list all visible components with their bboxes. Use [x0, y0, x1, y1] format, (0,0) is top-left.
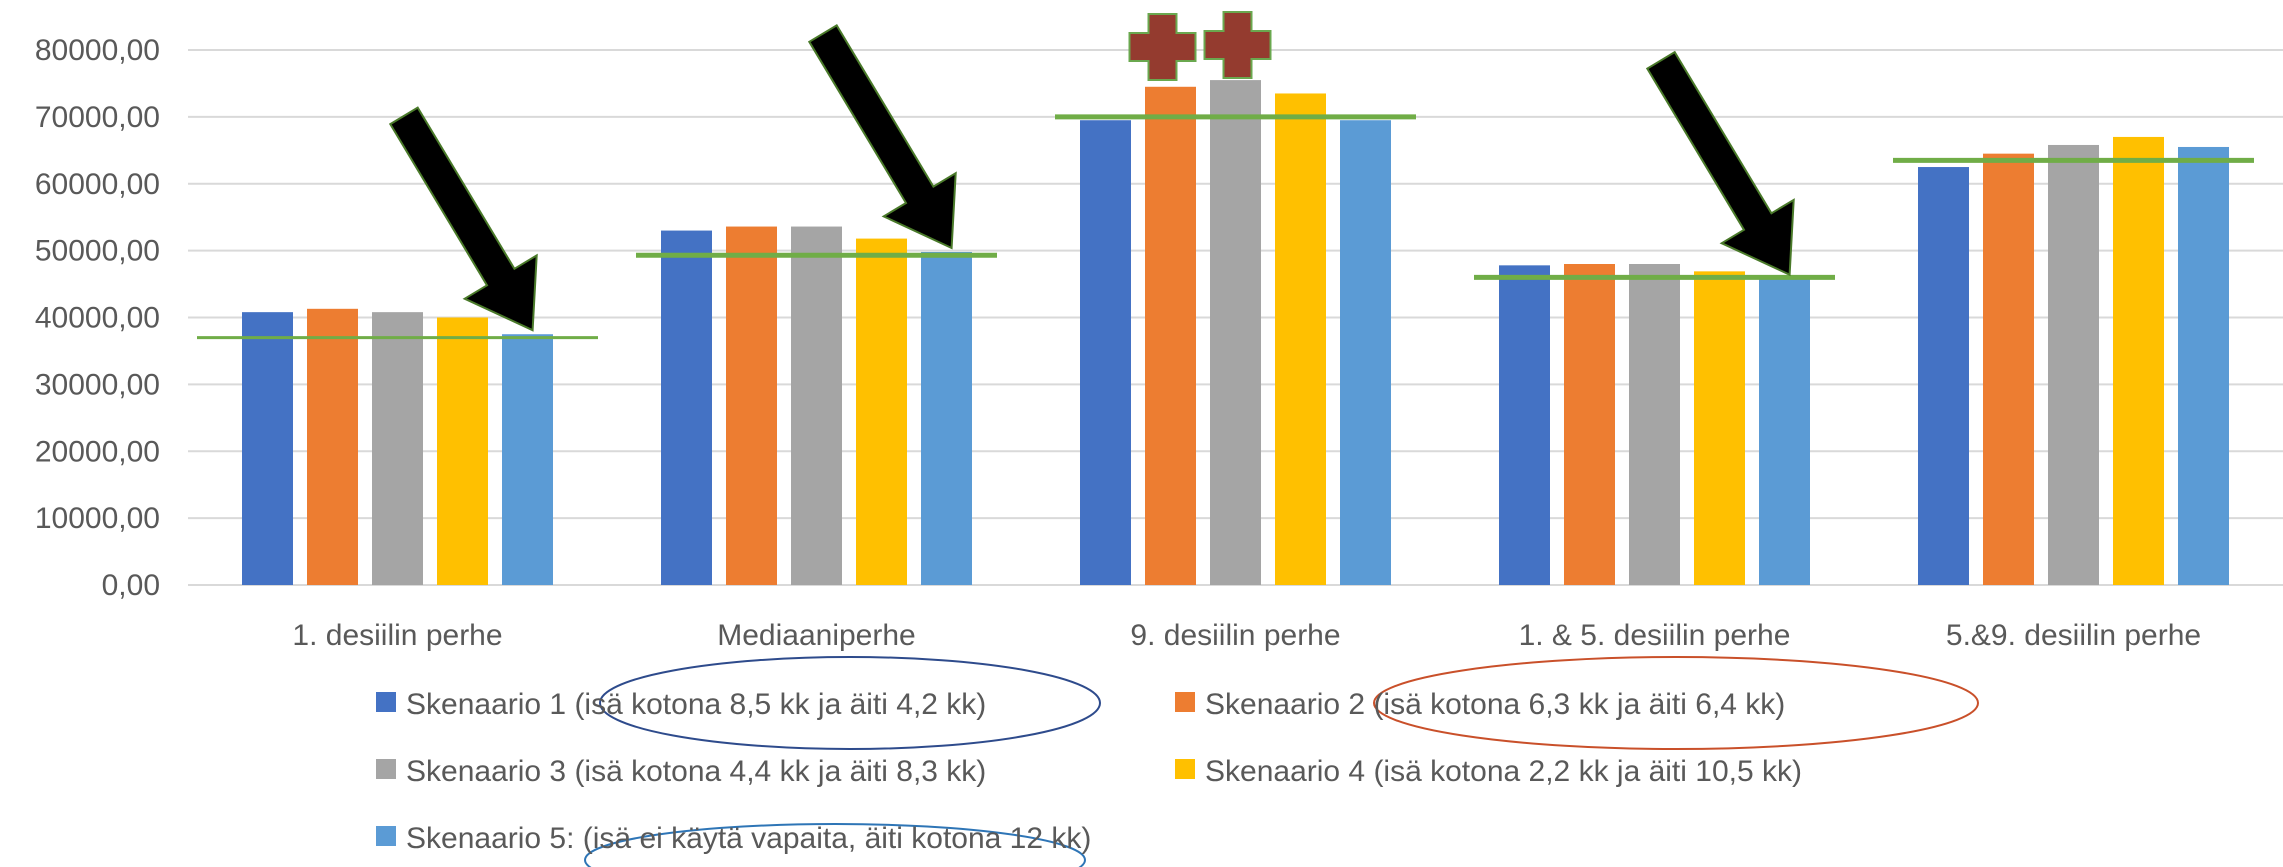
bar	[1564, 264, 1615, 585]
legend-label: Skenaario 2 (isä kotona 6,3 kk ja äiti 6…	[1205, 688, 1785, 721]
x-axis: 1. desiilin perhe Mediaaniperhe 9. desiili…	[292, 619, 2201, 652]
y-tick-label: 10000,00	[35, 502, 160, 535]
y-axis: 0,00 10000,00 20000,00 30000,00 40000,00 5000…	[35, 34, 160, 602]
y-tick-label: 80000,00	[35, 34, 160, 67]
plus-icon	[1203, 11, 1272, 79]
y-tick-label: 70000,00	[35, 101, 160, 134]
category-label: 1. desiilin perhe	[292, 619, 502, 652]
highlight-ellipse	[1373, 656, 1979, 750]
bar	[502, 334, 553, 585]
bar	[1983, 153, 2034, 585]
legend-label: Skenaario 4 (isä kotona 2,2 kk ja äiti 1…	[1205, 755, 1802, 788]
bar	[856, 238, 907, 585]
legend-swatch	[1175, 692, 1195, 712]
annotation-marks	[388, 11, 1979, 867]
y-tick-label: 30000,00	[35, 368, 160, 401]
bar	[372, 312, 423, 585]
bar	[307, 308, 358, 585]
y-tick-label: 60000,00	[35, 168, 160, 201]
bar	[2178, 146, 2229, 585]
bar	[791, 226, 842, 586]
category-label: 9. desiilin perhe	[1130, 619, 1340, 652]
bar	[661, 230, 712, 585]
plus-icon	[1128, 13, 1197, 81]
bar	[1499, 265, 1550, 585]
bar	[1918, 167, 1969, 585]
bar	[1340, 120, 1391, 585]
bar	[1080, 120, 1131, 585]
legend-swatch	[376, 759, 396, 779]
y-tick-label: 50000,00	[35, 235, 160, 268]
bar	[1210, 80, 1261, 585]
y-tick-label: 40000,00	[35, 302, 160, 335]
bar	[2113, 136, 2164, 585]
category-label: Mediaaniperhe	[717, 619, 915, 652]
legend: Skenaario 1 (isä kotona 8,5 kk ja äiti 4…	[376, 688, 1802, 855]
bar	[726, 226, 777, 586]
y-tick-label: 0,00	[102, 569, 160, 602]
legend-label: Skenaario 5: (isä ei käytä vapaita, äiti…	[406, 822, 1091, 855]
arrow-icon	[807, 24, 957, 250]
bar	[1275, 93, 1326, 585]
reference-lines	[197, 114, 2254, 340]
legend-swatch	[1175, 759, 1195, 779]
category-label: 1. & 5. desiilin perhe	[1519, 619, 1791, 652]
bar	[921, 251, 972, 585]
bar	[1759, 278, 1810, 585]
legend-swatch	[376, 826, 396, 846]
bar	[242, 312, 293, 585]
legend-label: Skenaario 3 (isä kotona 4,4 kk ja äiti 8…	[406, 755, 986, 788]
bar	[1694, 271, 1745, 585]
arrow-icon	[1645, 50, 1795, 277]
bar	[1145, 86, 1196, 585]
y-tick-label: 20000,00	[35, 435, 160, 468]
bar	[1629, 264, 1680, 585]
legend-swatch	[376, 692, 396, 712]
category-label: 5.&9. desiilin perhe	[1946, 619, 2201, 652]
highlight-ellipse	[584, 823, 1086, 867]
bar	[2048, 144, 2099, 585]
highlight-ellipse	[599, 656, 1101, 750]
arrow-icon	[388, 106, 538, 332]
legend-label: Skenaario 1 (isä kotona 8,5 kk ja äiti 4…	[406, 688, 986, 721]
bar	[437, 317, 488, 585]
bars	[242, 80, 2229, 586]
